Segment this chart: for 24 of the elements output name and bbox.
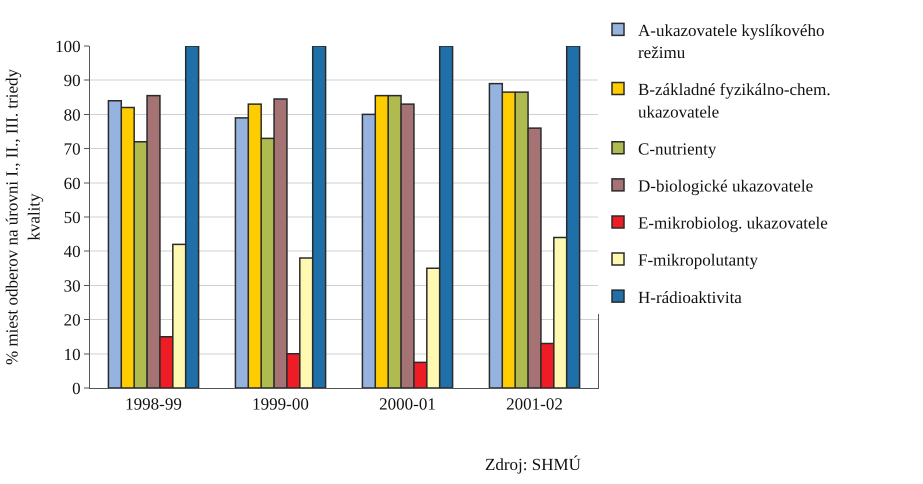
x-tick-label: 2001-02 [506, 394, 563, 414]
legend-label: E-mikrobiolog. ukazovatele [638, 214, 828, 233]
y-tick-label: 0 [72, 378, 81, 398]
legend-label: H-rádioaktivita [638, 288, 742, 307]
y-axis-title: % miest odberov na úrovni I., II., III. triedy kvality [2, 68, 44, 365]
text: Zdroj: SHMÚ [485, 455, 581, 474]
y-tick-label: 80 [64, 105, 81, 124]
legend-label: C-nutrienty [638, 139, 717, 158]
y-tick-label: 70 [64, 140, 81, 159]
legend-label: B-základné fyzikálno-chem. ukazovatele [638, 80, 831, 122]
x-tick-label: 2000-01 [379, 394, 436, 414]
y-tick-label: 10 [64, 344, 81, 364]
x-tick-label: 1998-99 [125, 394, 182, 414]
y-tick-label: 20 [64, 310, 81, 330]
y-tick-label: 100 [55, 36, 81, 56]
y-tick-label: 90 [64, 71, 81, 90]
y-tick-label: 40 [64, 242, 81, 262]
y-tick-label: 30 [64, 276, 81, 296]
x-tick-label: 1999-00 [252, 394, 309, 414]
legend-label: F-mikropolutanty [638, 250, 758, 270]
legend-label: D-biologické ukazovatele [638, 176, 814, 196]
legend-label: A-ukazovatele kyslíkového režimu [638, 20, 824, 62]
y-tick-label: 60 [64, 174, 81, 193]
y-tick-label: 50 [64, 208, 81, 227]
